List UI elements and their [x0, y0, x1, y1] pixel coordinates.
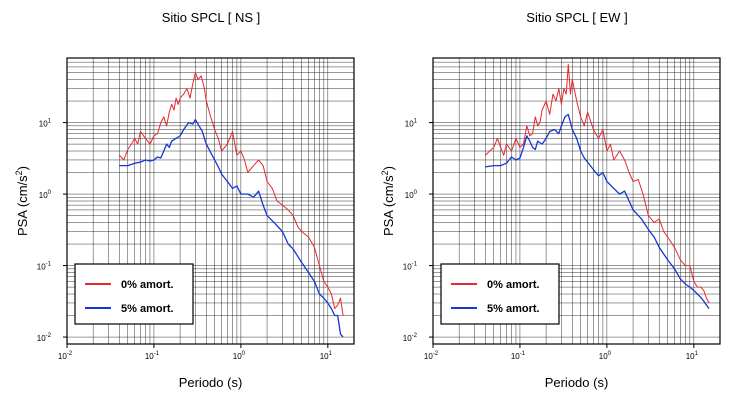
y-tick-label: 10-1 — [403, 262, 418, 272]
x-tick-label: 10-2 — [424, 351, 439, 361]
x-tick-label: 10-1 — [145, 351, 160, 361]
legend: 0% amort. 5% amort. — [440, 263, 560, 325]
plot-frame — [432, 57, 721, 345]
y-tick-label: 10-2 — [403, 333, 418, 343]
legend-box — [440, 263, 560, 325]
plot-frame — [66, 57, 355, 345]
x-tick-label: 10-2 — [58, 351, 73, 361]
legend-label: 5% amort. — [487, 303, 540, 315]
y-tick-label: 101 — [39, 119, 52, 129]
y-tick-label: 10-2 — [37, 333, 52, 343]
x-tick-label: 100 — [599, 351, 612, 361]
legend: 0% amort. 5% amort. — [74, 263, 194, 325]
y-tick-label: 10-1 — [37, 262, 52, 272]
chart-panel-ns: Sitio SPCL [ NS ] 10-2 10-1 100 101 10-2 10-1… — [14, 10, 355, 390]
legend-label: 5% amort. — [121, 303, 174, 315]
series-line-5pct — [485, 113, 710, 309]
x-tick-label: 100 — [233, 351, 246, 361]
chart-title: Sitio SPCL [ NS ] — [162, 10, 261, 25]
x-axis-label: Periodo (s) — [179, 375, 243, 390]
x-tick-label: 101 — [686, 351, 699, 361]
chart-panel-ew: Sitio SPCL [ EW ] 10-2 10-1 100 101 10-2 10-1… — [380, 10, 721, 390]
series-line-0pct — [484, 63, 710, 304]
x-tick-label: 101 — [320, 351, 333, 361]
legend-label: 0% amort. — [487, 279, 540, 291]
chart-title: Sitio SPCL [ EW ] — [526, 10, 627, 25]
series-line-0pct — [118, 72, 344, 316]
series-line-5pct — [119, 118, 344, 338]
y-axis-label: PSA (cm/s2) — [380, 166, 396, 236]
y-axis-label: PSA (cm/s2) — [14, 166, 30, 236]
legend-label: 0% amort. — [121, 279, 174, 291]
x-tick-label: 10-1 — [511, 351, 526, 361]
legend-box — [74, 263, 194, 325]
x-axis-label: Periodo (s) — [545, 375, 609, 390]
y-tick-label: 101 — [405, 119, 418, 129]
y-tick-label: 100 — [39, 190, 52, 200]
y-tick-label: 100 — [405, 190, 418, 200]
